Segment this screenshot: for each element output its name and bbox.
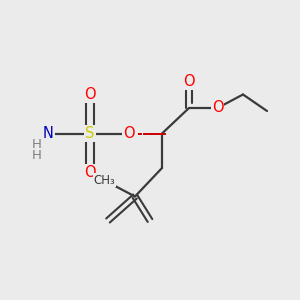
Text: H: H bbox=[32, 137, 41, 151]
Text: O: O bbox=[84, 165, 96, 180]
Text: O: O bbox=[84, 87, 96, 102]
Text: CH₃: CH₃ bbox=[93, 173, 115, 187]
Text: O: O bbox=[123, 126, 135, 141]
Text: N: N bbox=[43, 126, 53, 141]
Text: H: H bbox=[32, 148, 41, 162]
Text: S: S bbox=[85, 126, 95, 141]
Text: O: O bbox=[212, 100, 223, 116]
Text: O: O bbox=[183, 74, 195, 88]
